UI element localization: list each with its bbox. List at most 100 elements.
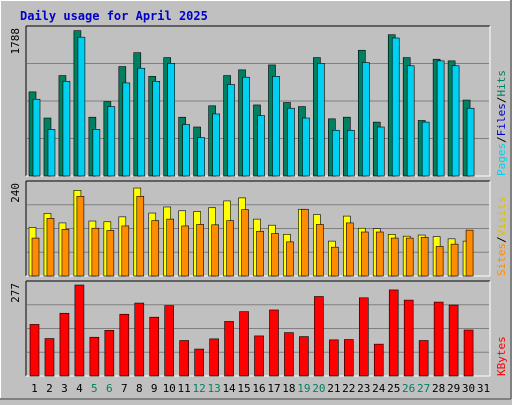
bar-files <box>152 80 161 177</box>
bar-kbytes <box>388 289 399 377</box>
bar-files <box>77 36 86 177</box>
panel-hits-files-pages: 1788 <box>9 25 491 177</box>
bar-files <box>302 117 310 177</box>
chart-title: Daily usage for April 2025 <box>20 9 208 23</box>
bar-sites <box>181 225 189 277</box>
x-tick-label: 18 <box>282 382 295 395</box>
legend-item: / <box>495 236 508 243</box>
x-tick-label: 22 <box>342 382 355 395</box>
bar-kbytes <box>239 311 249 377</box>
bar-kbytes <box>209 338 219 377</box>
legend-item: / <box>495 136 508 143</box>
bar-sites <box>405 237 414 277</box>
bar-files <box>107 106 116 177</box>
bar-kbytes <box>254 335 264 377</box>
bar-files <box>182 124 190 177</box>
legend-text: Sites/Visits <box>495 197 508 277</box>
bar-files <box>167 63 176 177</box>
x-tick-label: 11 <box>178 382 191 395</box>
x-tick-label: 23 <box>357 382 370 395</box>
bar-kbytes <box>194 348 204 377</box>
bar-files <box>287 107 295 177</box>
x-tick-label: 17 <box>267 382 280 395</box>
legend-item: Files <box>495 103 508 136</box>
bar-files <box>92 129 101 177</box>
x-tick-label: 14 <box>222 382 236 395</box>
x-tick-label: 16 <box>252 382 265 395</box>
bar-files <box>421 121 430 177</box>
bar-kbytes <box>89 336 100 377</box>
bar-files <box>122 82 131 177</box>
bar-sites <box>121 225 130 277</box>
bar-files <box>257 115 265 177</box>
bar-sites <box>136 196 145 277</box>
bar-sites <box>76 196 85 277</box>
legend-item: / <box>495 97 508 104</box>
legends: Pages/Files/Hits Sites/Visits KBytes <box>495 70 508 376</box>
bar-kbytes <box>433 301 444 377</box>
bar-files <box>227 84 235 177</box>
bar-files <box>62 80 71 177</box>
y-max-label: 277 <box>9 283 22 303</box>
bar-kbytes <box>403 299 414 377</box>
x-tick-label: 6 <box>106 382 113 395</box>
bar-kbytes <box>269 309 279 377</box>
x-tick-label: 3 <box>61 382 68 395</box>
bar-kbytes <box>299 336 309 377</box>
legend-text: KBytes <box>495 336 508 376</box>
bar-kbytes <box>164 305 175 377</box>
bar-sites <box>420 237 429 277</box>
chart-panels: 1788 240 277 <box>9 25 491 377</box>
bar-sites <box>61 229 70 277</box>
legend-item: Hits <box>495 70 508 97</box>
bar-kbytes <box>134 302 145 377</box>
x-tick-label: 29 <box>447 382 460 395</box>
legend-item: KBytes <box>495 336 508 376</box>
legend-text: Pages/Files/Hits <box>495 70 508 176</box>
bar-kbytes <box>463 329 474 377</box>
bar-kbytes <box>119 313 130 377</box>
bar-files <box>212 113 220 177</box>
bar-kbytes <box>448 304 459 377</box>
bar-kbytes <box>314 296 324 377</box>
x-tick-label: 1 <box>31 382 38 395</box>
bar-kbytes <box>344 339 354 377</box>
x-tick-label: 5 <box>91 382 98 395</box>
x-tick-label: 26 <box>402 382 415 395</box>
bar-files <box>361 62 370 177</box>
bar-sites <box>450 243 459 277</box>
bar-kbytes <box>44 338 55 377</box>
bar-sites <box>316 224 324 277</box>
bar-kbytes <box>358 297 369 377</box>
x-tick-label: 10 <box>163 382 176 395</box>
bar-kbytes <box>29 324 40 377</box>
bar-sites <box>31 237 40 277</box>
y-max-label: 240 <box>9 183 22 203</box>
bar-files <box>451 65 460 177</box>
bar-files <box>242 76 250 177</box>
x-tick-label: 28 <box>432 382 445 395</box>
bar-kbytes <box>179 340 189 377</box>
bar-files <box>376 126 385 177</box>
y-max-label: 1788 <box>9 28 22 55</box>
x-tick-label: 12 <box>193 382 206 395</box>
bar-sites <box>301 208 309 277</box>
bar-sites <box>256 230 264 277</box>
panel-visits-sites: 240 <box>9 180 491 277</box>
bar-files <box>436 60 445 177</box>
x-tick-label: 7 <box>121 382 128 395</box>
bar-sites <box>375 231 384 277</box>
bar-sites <box>360 231 369 277</box>
bar-files <box>466 107 475 177</box>
x-tick-label: 4 <box>76 382 83 395</box>
bar-kbytes <box>329 339 339 377</box>
x-tick-label: 15 <box>237 382 250 395</box>
bar-files <box>272 76 280 177</box>
x-tick-label: 25 <box>387 382 400 395</box>
x-tick-label: 30 <box>462 382 475 395</box>
x-tick-label: 9 <box>151 382 158 395</box>
bar-sites <box>211 224 219 277</box>
bar-kbytes <box>149 316 160 377</box>
